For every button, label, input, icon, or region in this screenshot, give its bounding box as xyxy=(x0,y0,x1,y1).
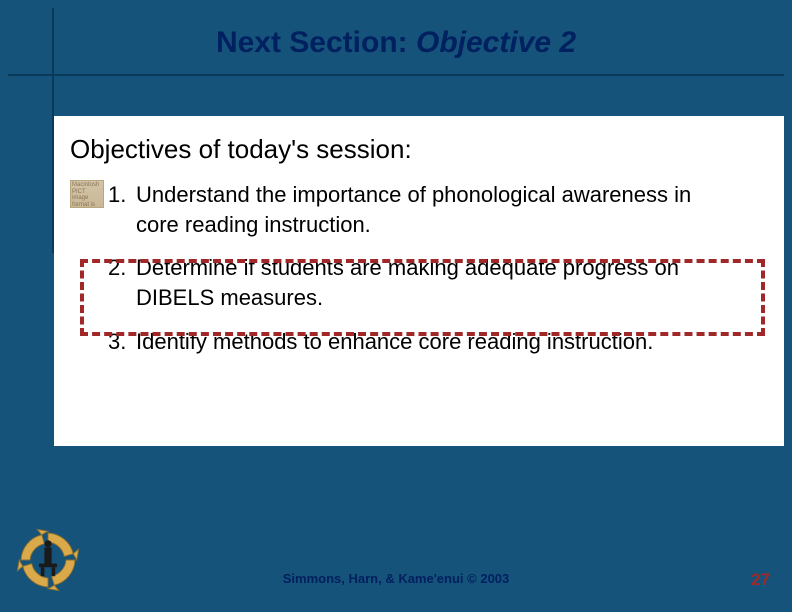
subtitle: Objectives of today's session: xyxy=(70,134,412,165)
pict-placeholder-icon: Macintosh PICT image format is not suppo… xyxy=(70,180,104,208)
objective-item: 3. Identify methods to enhance core read… xyxy=(108,327,758,357)
footer-text: Simmons, Harn, & Kame'enui © 2003 xyxy=(8,571,784,586)
title-area: Next Section: Objective 2 xyxy=(8,8,784,76)
title-prefix: Next Section: xyxy=(216,26,416,59)
objective-number: 3. xyxy=(108,327,136,357)
objective-number: 1. xyxy=(108,180,136,239)
objective-item: 1. Understand the importance of phonolog… xyxy=(108,180,758,239)
slide-container: Next Section: Objective 2 Objectives of … xyxy=(8,8,784,604)
objectives-list: 1. Understand the importance of phonolog… xyxy=(108,180,758,370)
title-italic: Objective 2 xyxy=(416,26,576,59)
objective-number: 2. xyxy=(108,253,136,312)
slide-title: Next Section: Objective 2 xyxy=(8,26,784,60)
objective-text: Identify methods to enhance core reading… xyxy=(136,327,758,357)
objective-text: Understand the importance of phonologica… xyxy=(136,180,758,239)
objective-text: Determine if students are making adequat… xyxy=(136,253,758,312)
objective-item: 2. Determine if students are making adeq… xyxy=(108,253,758,312)
page-number: 27 xyxy=(751,570,770,590)
